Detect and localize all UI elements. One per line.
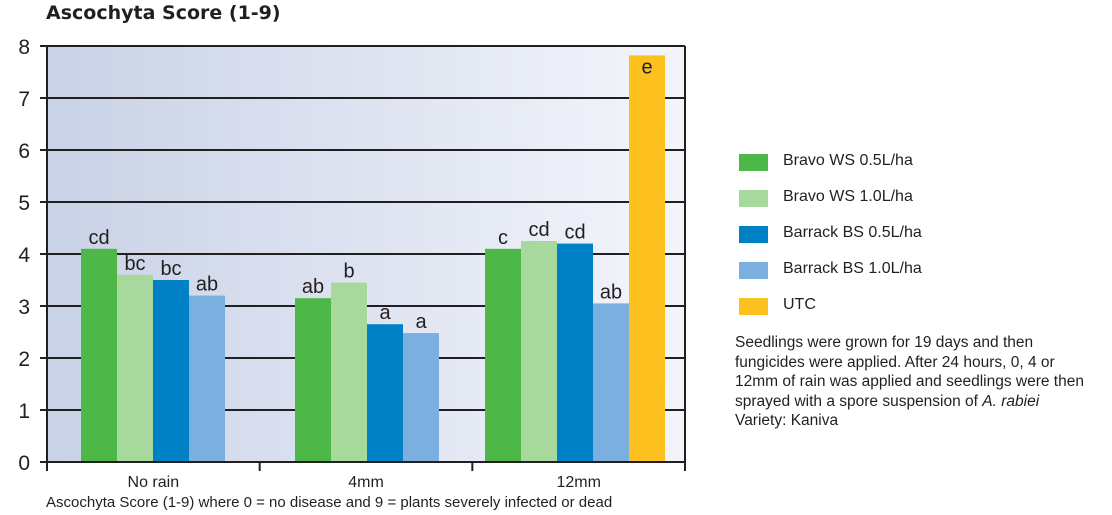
y-tick-label: 0 [18, 452, 30, 475]
y-tick-label: 7 [18, 88, 30, 111]
y-tick-label: 2 [18, 348, 30, 371]
bar-label: ab [600, 281, 622, 303]
variety-text: Variety: Kaniva [735, 412, 839, 429]
legend-swatch [739, 298, 768, 315]
bar [331, 282, 367, 462]
bar-label: c [498, 227, 508, 249]
bar-label: a [415, 311, 427, 333]
bar [485, 248, 521, 462]
bar-label: e [641, 56, 652, 78]
x-tick-label: No rain [128, 474, 180, 490]
legend-label: UTC [783, 296, 816, 313]
bar [189, 295, 225, 462]
bar [117, 274, 153, 462]
bar-label: bc [124, 253, 145, 275]
legend-label: Barrack BS 0.5L/ha [783, 224, 922, 241]
bar-label: ab [196, 274, 218, 296]
bar-label: a [379, 302, 391, 324]
bar-label: cd [528, 219, 549, 241]
species-name: A. rabiei [982, 392, 1040, 410]
y-tick-label: 4 [18, 244, 30, 267]
bar-label: cd [88, 227, 109, 249]
legend-swatch [739, 154, 768, 171]
bar [403, 333, 439, 462]
note-text: Seedlings were grown for 19 days and the… [735, 334, 1084, 410]
bar-label: b [343, 261, 354, 283]
chart-title: Ascochyta Score (1-9) [46, 2, 281, 24]
legend-swatch [739, 190, 768, 207]
y-tick-label: 3 [18, 296, 30, 319]
bar [593, 303, 629, 462]
chart-caption: Ascochyta Score (1-9) where 0 = no disea… [46, 494, 613, 511]
bar-label: ab [302, 276, 324, 298]
x-tick-label: 4mm [348, 474, 384, 490]
bar [521, 241, 557, 462]
x-tick-label: 12mm [556, 474, 600, 490]
y-tick-label: 6 [18, 140, 30, 163]
bar [295, 298, 331, 462]
y-tick-label: 1 [18, 400, 30, 423]
bar [367, 324, 403, 462]
bar [81, 248, 117, 462]
legend-label: Barrack BS 1.0L/ha [783, 260, 922, 277]
legend-swatch [739, 226, 768, 243]
bar-label: cd [564, 222, 585, 244]
bar-label: bc [160, 258, 181, 280]
bar [153, 280, 189, 462]
legend-swatch [739, 262, 768, 279]
y-tick-label: 5 [18, 192, 30, 215]
bar [629, 55, 665, 463]
y-tick-label: 8 [18, 36, 30, 59]
legend-label: Bravo WS 0.5L/ha [783, 152, 913, 169]
legend-label: Bravo WS 1.0L/ha [783, 188, 913, 205]
bar [557, 243, 593, 462]
experiment-note: Seedlings were grown for 19 days and the… [735, 333, 1085, 431]
